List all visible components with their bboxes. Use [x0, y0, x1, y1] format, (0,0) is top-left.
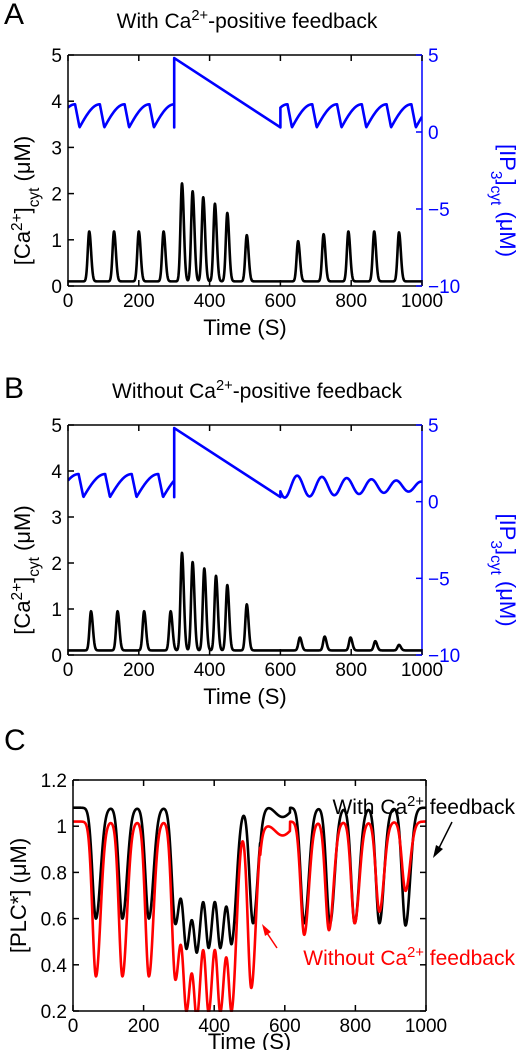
panel-b-xtick-label: 0: [63, 660, 74, 681]
panel-b-x-axis-label: Time (S): [203, 684, 287, 709]
panel-a-ytick-left-label: 2: [51, 185, 62, 206]
panel-b-chart: 0 200 400 600 800 1000 0 1 2 3 4 5 −10 −5 0 5 Time (S) [C…: [9, 416, 520, 709]
panel-a-ytick-left-label: 0: [51, 277, 62, 298]
panel-c-with-feedback-line: [73, 806, 426, 954]
panel-c-xtick-label: 200: [128, 1016, 160, 1037]
panel-a-title: With Ca2+-positive feedback: [117, 8, 378, 33]
panel-c-x-axis-label: Time (S): [208, 1029, 292, 1050]
panel-a: A With Ca2+-positive feedback: [4, 0, 378, 33]
panel-c: C: [4, 724, 26, 757]
panel-letter-c: C: [4, 724, 26, 757]
panel-c-arrowhead-without: [262, 924, 271, 936]
panel-c-annotation-with: With Ca2+ feedback: [332, 794, 515, 819]
panel-c-xtick-label: 600: [269, 1016, 301, 1037]
panel-b-ytick-left-label: 3: [51, 508, 62, 529]
panel-b-y-axis-label-left: [Ca2+]cyt (μM): [9, 505, 43, 634]
panel-b-ytick-left-label: 2: [51, 554, 62, 575]
panel-b-ytick-right-label: 5: [428, 416, 439, 437]
panel-b-xtick-label: 1000: [401, 660, 443, 681]
panel-a-ytick-left-label: 5: [51, 46, 62, 67]
panel-a-ytick-left-label: 1: [51, 231, 62, 252]
panel-b-ytick-left-label: 4: [51, 462, 62, 483]
panel-b-ip3-line: [68, 426, 422, 499]
panel-letter-a: A: [4, 0, 24, 31]
panel-c-ytick-label: 0.6: [41, 910, 67, 931]
panel-c-ytick-label: 0.2: [41, 1002, 67, 1023]
panel-a-ca-line: [68, 182, 422, 283]
panel-c-ytick-label: 1: [56, 817, 67, 838]
panel-a-chart: 0 200 400 600 800 1000 0 1 2 3 4 5 −10 −5 0 5 Time (S) [C…: [9, 46, 520, 340]
panel-a-ytick-right-label: 5: [428, 46, 439, 67]
panel-b-xtick-label: 400: [194, 660, 226, 681]
panel-c-xtick-label: 1000: [405, 1016, 447, 1037]
panel-c-xtick-label: 0: [68, 1016, 79, 1037]
panel-a-xtick-label: 400: [194, 291, 226, 312]
panel-a-ip3-line: [68, 56, 422, 129]
panel-b: B Without Ca2+-positive feedback: [4, 372, 402, 405]
panel-a-y-axis-label-left: [Ca2+]cyt (μM): [9, 136, 43, 265]
panel-b-xtick-label: 600: [265, 660, 297, 681]
panel-a-xtick-label: 600: [265, 291, 297, 312]
panel-letter-b: B: [4, 372, 24, 405]
panel-a-xtick-label: 800: [335, 291, 367, 312]
panel-b-y-axis-label-right: [IP3]cyt (μM): [488, 513, 520, 626]
panel-c-ytick-label: 1.2: [41, 771, 67, 792]
panel-b-ytick-left-label: 5: [51, 416, 62, 437]
panel-a-y-axis-label-right: [IP3]cyt (μM): [488, 144, 520, 257]
panel-a-ytick-right-label: −5: [428, 200, 450, 221]
panel-a-xtick-label: 0: [63, 291, 74, 312]
panel-b-title: Without Ca2+-positive feedback: [112, 378, 402, 403]
panel-c-xtick-label: 400: [198, 1016, 230, 1037]
panel-a-xtick-label: 1000: [401, 291, 443, 312]
panel-b-ca-line: [68, 551, 422, 652]
panel-b-ytick-left-label: 0: [51, 646, 62, 667]
panel-c-ytick-label: 0.8: [41, 863, 67, 884]
panel-a-ytick-right-label: 0: [428, 123, 439, 144]
panel-c-ytick-label: 0.4: [41, 956, 68, 977]
panel-a-xtick-label: 200: [123, 291, 155, 312]
panel-b-ytick-right-label: −5: [428, 569, 450, 590]
panel-b-xtick-label: 800: [335, 660, 367, 681]
panel-c-annotation-without: Without Ca2+ feedback: [303, 945, 515, 970]
panel-b-ytick-left-label: 1: [51, 600, 62, 621]
panel-a-ytick-left-label: 4: [51, 92, 62, 113]
panel-a-ytick-right-label: −10: [428, 277, 460, 298]
panel-c-arrowhead-with: [433, 845, 443, 858]
panel-b-xtick-label: 200: [123, 660, 155, 681]
panel-c-y-axis-label: [PLC*] (μM): [6, 838, 31, 953]
panel-b-ytick-right-label: −10: [428, 646, 460, 667]
panel-c-chart: 0 200 400 600 800 1000 0.2 0.4 0.6 0.8 1 1.2 Time (S…: [6, 771, 515, 1050]
panel-a-ytick-left-label: 3: [51, 138, 62, 159]
panel-c-xtick-label: 800: [340, 1016, 372, 1037]
panel-c-without-feedback-line: [73, 820, 426, 1012]
panel-b-ytick-right-label: 0: [428, 493, 439, 514]
panel-a-x-axis-label: Time (S): [203, 315, 287, 340]
